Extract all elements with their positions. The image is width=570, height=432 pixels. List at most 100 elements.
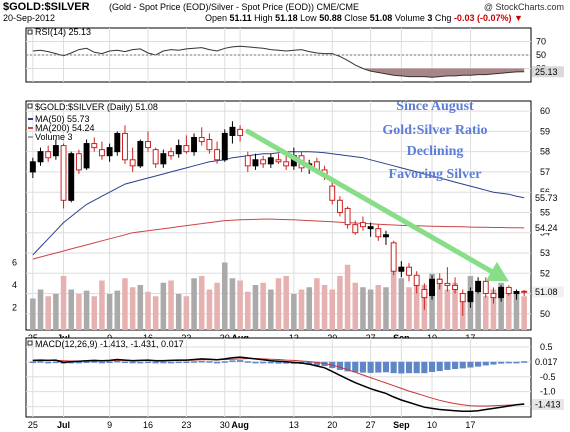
macd-histogram-bar (121, 361, 129, 364)
volume-bar (260, 282, 266, 330)
macd-histogram-bar (160, 361, 167, 364)
price-tick-label: 59 (540, 126, 550, 136)
volume-bar (406, 287, 412, 330)
price-tick-label: 50 (540, 309, 550, 319)
macd-histogram-bar (75, 361, 82, 364)
volume-bar (306, 287, 312, 330)
candle-body (214, 149, 221, 161)
legend-entry: Volume 3 (35, 132, 73, 142)
volume-bar (114, 290, 121, 330)
macd-histogram-bar (336, 361, 343, 370)
volume-bar (168, 280, 174, 330)
macd-histogram-bar (513, 361, 520, 364)
candle-body (152, 149, 159, 165)
volume-bar (367, 289, 374, 330)
price-stats: Open 51.11 High 51.18 Low 50.88 Close 51… (205, 14, 523, 23)
volume-bar (229, 278, 236, 330)
volume-bar (183, 296, 190, 330)
volume-bar (252, 285, 259, 330)
macd-histogram-bar (83, 361, 90, 364)
volume-tick-label: 6 (12, 258, 17, 268)
volume-value: 3 (427, 13, 433, 23)
ma50-last: 55.73 (535, 193, 558, 203)
volume-bar (383, 287, 389, 330)
candle-body (75, 153, 82, 171)
candle-body (267, 157, 274, 165)
rsi-last-value: 25.13 (535, 67, 558, 77)
macd-histogram-bar (37, 361, 44, 363)
price-tick-label: 55 (540, 207, 550, 217)
candle-body (229, 126, 236, 136)
candle-body (198, 136, 205, 143)
volume-bar (337, 276, 343, 330)
volume-bar (490, 289, 497, 330)
macd-histogram-bar (275, 361, 282, 364)
macd-histogram-bar (252, 361, 259, 364)
legend-entry: MA(50) 55.73 (35, 114, 90, 124)
last-price-box (532, 286, 564, 298)
macd-histogram-bar (114, 360, 121, 363)
macd-histogram-bar (359, 361, 367, 373)
macd-histogram-bar (421, 361, 428, 374)
candle-body (237, 128, 244, 136)
macd-histogram-bar (490, 361, 497, 365)
candle-body (344, 207, 351, 226)
candle-body (521, 290, 528, 293)
macd-date-tick-label: Jul (57, 420, 70, 430)
rsi-line (32, 45, 525, 78)
candle-body (122, 132, 128, 161)
volume-bar (91, 296, 98, 330)
macd-histogram-bar (98, 361, 106, 364)
volume-bar (137, 285, 144, 330)
candle-body (283, 161, 290, 167)
price-tick-label: 53 (540, 248, 550, 258)
volume-bar (175, 294, 182, 330)
macd-tick-label: -0.5 (540, 372, 556, 382)
macd-hist-last-box (532, 356, 564, 368)
volume-bar (513, 294, 520, 330)
macd-histogram-bar (352, 361, 359, 373)
candle-body (68, 153, 75, 201)
macd-histogram-bar (428, 361, 436, 372)
candle-body (498, 286, 505, 299)
open-value: 51.11 (229, 13, 252, 23)
price-panel: 246505152535455565758596025Jul9162330Aug… (12, 100, 564, 343)
macd-histogram-bar (306, 361, 313, 365)
candle-body (482, 280, 489, 295)
candle-body (129, 159, 136, 167)
volume-bar (99, 280, 105, 330)
rsi-tick-label: 50 (536, 50, 546, 60)
candle-body (429, 278, 435, 297)
close-value: 51.08 (369, 13, 393, 23)
macd-histogram-bar (521, 361, 528, 363)
rsi-last-value-box (532, 66, 564, 78)
macd-frame (25, 337, 532, 418)
candle-body (244, 155, 251, 167)
candle-body (52, 145, 59, 157)
price-tick-label: 57 (540, 167, 550, 177)
macd-tick-label: 0.5 (540, 342, 553, 352)
candle-body (183, 145, 190, 153)
macd-date-tick-label: 23 (181, 420, 191, 430)
volume-bar (429, 273, 435, 330)
macd-histogram-bar (475, 361, 482, 367)
macd-histogram-bar (260, 361, 267, 364)
volume-bar (436, 278, 443, 330)
macd-histogram-bar (167, 361, 175, 364)
candle-body (505, 286, 512, 295)
macd-date-tick-label: 27 (366, 420, 376, 430)
open-label: Open (205, 13, 228, 23)
macd-histogram-bar (382, 361, 390, 373)
price-tick-label: 52 (540, 268, 550, 278)
annotation-line: Declining (407, 144, 464, 159)
candle-body (390, 242, 397, 272)
price-tick-label: 58 (540, 147, 550, 157)
volume-bar (198, 276, 205, 330)
copyright[interactable]: @ StockCharts.com (483, 2, 564, 12)
candle-body (367, 226, 374, 230)
volume-bar (76, 294, 82, 330)
macd-histogram-bar (91, 361, 98, 363)
candle-body (352, 224, 359, 234)
candle-body (452, 284, 459, 290)
